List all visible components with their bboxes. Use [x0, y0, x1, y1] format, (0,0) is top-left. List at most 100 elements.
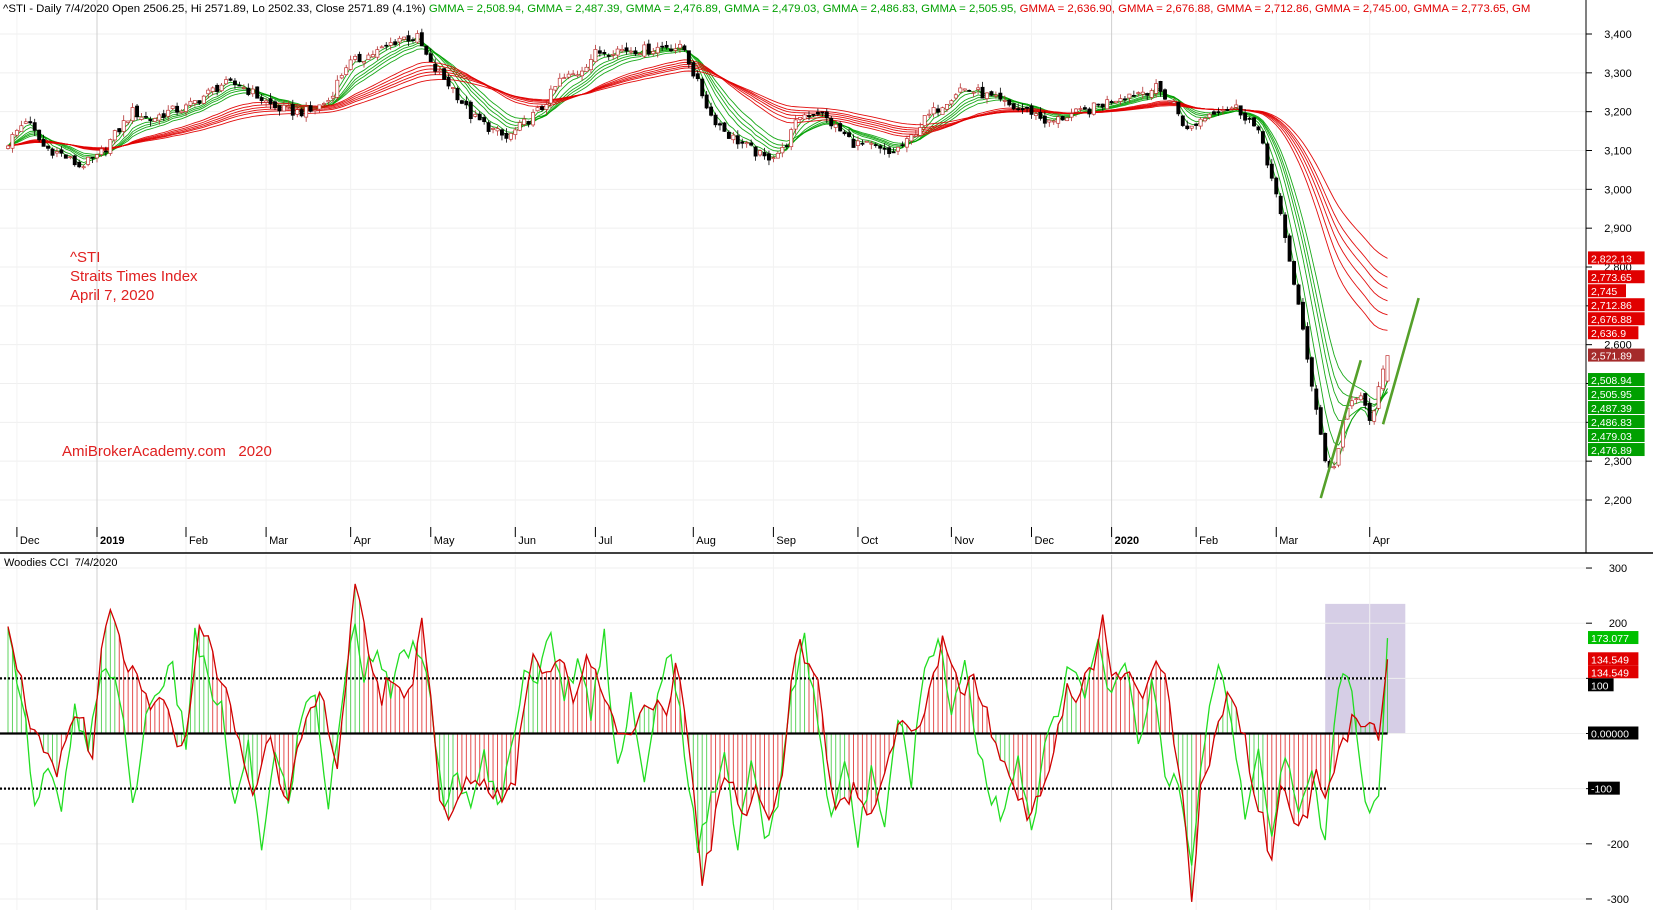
candle-down: [820, 111, 825, 114]
x-tick-label: Oct: [861, 535, 878, 547]
highlight-rect: [1325, 603, 1406, 734]
value-label-box: [1588, 415, 1645, 429]
candle-down: [766, 153, 771, 161]
candle-down: [735, 135, 740, 145]
y-tick-label: 2,300: [1604, 456, 1632, 468]
candle-down: [446, 76, 451, 87]
candle-up: [1234, 104, 1239, 108]
cci-y-axis[interactable]: -300 -200 200 300: [1586, 563, 1629, 906]
candle-up: [1136, 92, 1141, 94]
candle-up: [615, 48, 620, 56]
value-label-box: [1588, 348, 1645, 362]
candle-up: [802, 114, 807, 120]
candle-up: [139, 116, 144, 120]
candle-up: [23, 121, 28, 124]
candle-down: [602, 52, 607, 54]
candle-up: [1198, 118, 1203, 127]
candle-up: [353, 55, 358, 60]
candle-up: [402, 36, 407, 40]
y-tick-label: 3,200: [1604, 107, 1632, 119]
candle-up: [415, 33, 420, 43]
candle-down: [255, 86, 260, 99]
candle-down: [357, 53, 362, 62]
candle-down: [464, 100, 469, 106]
turbo-cci-line: [7, 623, 1389, 866]
candle-up: [798, 117, 803, 120]
candle-down: [1278, 195, 1283, 215]
cci-y-tick-label: -200: [1607, 839, 1629, 851]
x-tick-label: Mar: [269, 535, 288, 547]
candle-down: [419, 32, 424, 47]
candle-up: [152, 118, 157, 122]
value-label-text: 2,712.86: [1591, 300, 1632, 312]
candle-down: [691, 62, 696, 77]
candle-up: [1229, 107, 1234, 110]
candle-down: [1180, 115, 1185, 126]
candle-down: [406, 35, 411, 42]
candle-up: [188, 100, 193, 106]
cci-pane[interactable]: Woodies CCI 7/4/2020: [0, 555, 1586, 910]
candle-up: [1056, 116, 1061, 124]
candle-up: [620, 48, 625, 52]
y-tick-label: 3,100: [1604, 146, 1632, 158]
y-tick-label: 3,400: [1604, 29, 1632, 41]
candle-up: [548, 88, 553, 104]
value-label-box: [1588, 781, 1620, 795]
candle-down: [411, 39, 415, 42]
candle-down: [1300, 301, 1305, 330]
candle-up: [1220, 109, 1225, 112]
candle-down: [713, 114, 718, 126]
value-label-text: 2,508.94: [1591, 375, 1632, 387]
candle-down: [144, 116, 148, 118]
gmma-legend-item: GMMA = 2,636.90,: [1016, 3, 1114, 15]
candle-down: [967, 89, 972, 92]
candle-up: [375, 49, 380, 58]
candle-down: [1029, 105, 1034, 115]
trendlines: [1319, 297, 1420, 499]
candle-up: [571, 73, 576, 76]
candle-up: [68, 156, 73, 159]
value-labels: 2,822.13 2,773.65 2,745 2,712.86 2,676.88 2,6…: [1588, 251, 1645, 796]
candle-up: [566, 73, 571, 78]
candle-down: [998, 92, 1003, 100]
candle-up: [1149, 90, 1154, 98]
short-gmma-line: [7, 45, 1388, 406]
candle-up: [655, 46, 660, 54]
candle-down: [682, 45, 687, 51]
candle-down: [1363, 393, 1368, 406]
price-pane[interactable]: Dec 2019 Feb Mar Apr May Jun Jul Aug Sep Oct Nov Dec…: [0, 0, 1596, 553]
short-gmma-line: [7, 43, 1388, 407]
candle-down: [468, 101, 473, 119]
candle-down: [1042, 115, 1047, 124]
candle-down: [1216, 111, 1221, 113]
candle-down: [486, 122, 491, 132]
candle-up: [95, 154, 99, 159]
x-tick-label: Apr: [354, 535, 371, 547]
candle-up: [397, 37, 402, 43]
candle-up: [557, 77, 562, 87]
candle-down: [1265, 143, 1270, 166]
candle-down: [704, 94, 709, 109]
candle-down: [504, 132, 509, 139]
price-y-axis[interactable]: 2,2002,3002,6002,8002,9003,0003,1003,200…: [1586, 29, 1632, 507]
candle-down: [299, 109, 304, 117]
candle-down: [1145, 93, 1150, 96]
value-label-text: 134.549: [1591, 654, 1629, 666]
candle-down: [1082, 107, 1087, 110]
gmma-legend-item: GMMA = 2,505.95,: [918, 3, 1016, 15]
candle-down: [268, 98, 273, 105]
x-tick-label: 2020: [1115, 535, 1139, 547]
candle-up: [1358, 395, 1363, 401]
gmma-legend-item: GM: [1509, 3, 1531, 15]
value-label-box: [1588, 429, 1645, 443]
value-label-text: 2,745: [1591, 286, 1617, 298]
candle-up: [1332, 466, 1337, 469]
candle-up: [166, 109, 171, 117]
candle-up: [19, 125, 24, 132]
value-label-box: [1588, 298, 1645, 312]
x-tick-label: Mar: [1279, 535, 1298, 547]
long-gmma-line: [7, 67, 1388, 278]
cci-y-tick-label: -300: [1607, 894, 1629, 906]
candle-up: [366, 54, 371, 60]
